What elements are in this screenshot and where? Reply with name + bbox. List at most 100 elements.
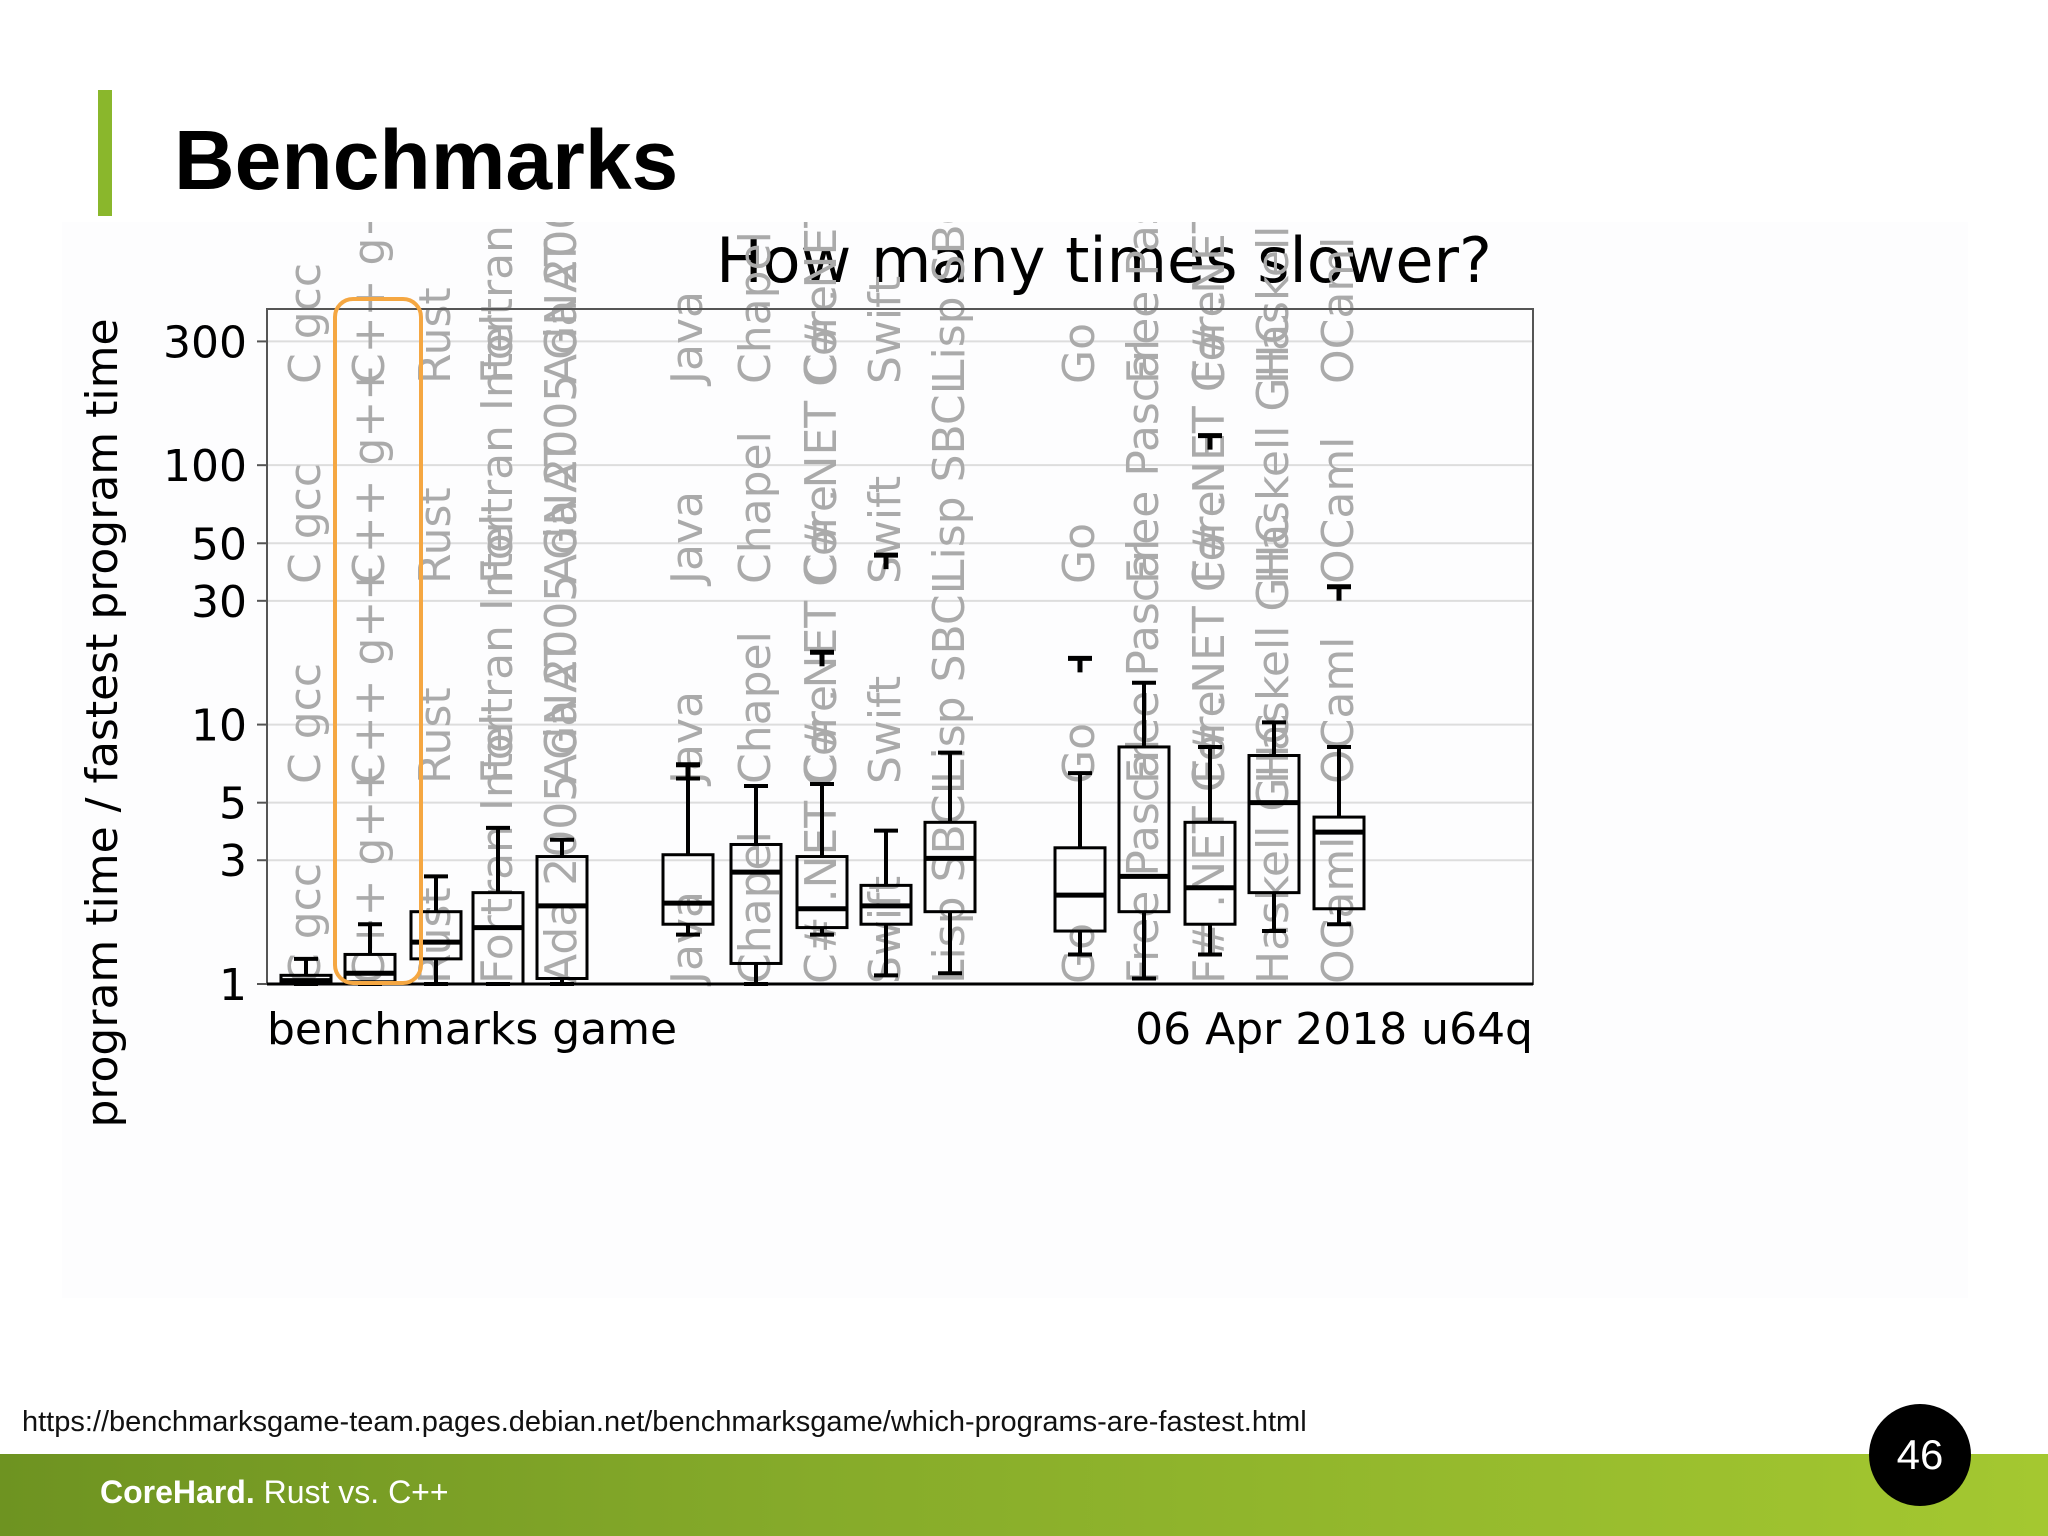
iqr-box xyxy=(923,820,977,914)
y-tick-label: 50 xyxy=(191,519,247,570)
page-number-badge: 46 xyxy=(1869,1404,1971,1506)
group-label: Java xyxy=(662,891,713,987)
group-label: Ada 2005 GNAT xyxy=(536,222,587,384)
iqr-box xyxy=(1183,820,1237,926)
group-label: C gcc xyxy=(280,263,331,384)
group-label: Haskell GHC xyxy=(1248,314,1299,584)
group-label: Ada 2005 GNAT xyxy=(536,239,587,584)
group-label: C# .NET Core xyxy=(796,485,847,784)
group-label: Java xyxy=(662,291,713,387)
footer-brand: CoreHard. xyxy=(100,1474,255,1510)
iqr-box xyxy=(1312,815,1366,911)
box-java xyxy=(661,762,715,937)
iqr-box xyxy=(1053,846,1107,933)
iqr-box xyxy=(1117,745,1171,914)
iqr-box xyxy=(409,910,463,961)
group-label: Haskell GHC xyxy=(1248,714,1299,984)
boxes xyxy=(279,433,1366,986)
title-accent-bar xyxy=(98,90,112,216)
group-label: OCaml xyxy=(1313,437,1364,584)
group-label: Fortran Intel xyxy=(472,314,523,584)
label-column: GoGoGoGo xyxy=(1054,323,1105,984)
y-tick-label: 300 xyxy=(163,317,247,368)
group-label: C gcc xyxy=(280,463,331,584)
group-label: Chapel xyxy=(730,831,781,984)
y-tick-label: 5 xyxy=(219,779,247,830)
group-label: Java xyxy=(662,491,713,587)
iqr-box xyxy=(795,855,849,930)
box-haskell-ghc xyxy=(1247,720,1301,934)
box-chapel xyxy=(729,783,783,986)
y-tick-label: 30 xyxy=(191,577,247,628)
label-column: Chapel Chapel Chapel Chapel xyxy=(730,231,781,984)
group-label: Haskell GHC xyxy=(1248,222,1299,384)
group-label: C# .NET Core xyxy=(796,222,847,384)
group-label: Lisp SBCL xyxy=(924,369,975,584)
y-tick-labels: 1 3 5 10 30 50 100 300 xyxy=(163,317,247,1011)
box-c-net-core xyxy=(795,649,849,937)
group-label: Lisp SBCL xyxy=(924,569,975,784)
x-axis-label: benchmarks game xyxy=(267,1004,677,1055)
group-label: Swift xyxy=(860,276,911,384)
group-label: C# .NET Core xyxy=(796,285,847,584)
box-swift xyxy=(859,552,913,978)
group-label: Fortran Intel xyxy=(472,514,523,784)
group-label: Go xyxy=(1054,323,1105,384)
slide-title: Benchmarks xyxy=(174,113,679,207)
group-label: C gcc xyxy=(280,663,331,784)
box-plot-chart: How many times slower? program time / fa… xyxy=(77,222,1534,1128)
group-label: Rust xyxy=(410,687,461,784)
y-axis-label: program time / fastest program time xyxy=(77,318,128,1127)
group-label: Swift xyxy=(860,676,911,784)
box-free-pascal xyxy=(1117,680,1171,981)
group-label: Lisp SBCL xyxy=(924,222,975,384)
group-label: Ada 2005 GNAT xyxy=(536,639,587,984)
group-label: Chapel xyxy=(730,231,781,384)
group-label: OCaml xyxy=(1313,237,1364,384)
iqr-box xyxy=(1247,754,1301,895)
y-tick-label: 10 xyxy=(191,701,247,752)
label-column: C++ g++C++ g++C++ g++C++ g++ xyxy=(344,222,395,984)
chart-title: How many times slower? xyxy=(716,224,1492,297)
box-ocaml xyxy=(1312,584,1366,927)
group-label: Fortran Intel xyxy=(472,222,523,384)
group-label: F# .NET Core xyxy=(1184,222,1235,384)
chart-date-caption: 06 Apr 2018 u64q xyxy=(1135,1004,1533,1055)
group-label: Rust xyxy=(410,287,461,384)
y-tick-label: 1 xyxy=(219,960,247,1011)
box-lisp-sbcl xyxy=(923,750,977,976)
iqr-box xyxy=(535,855,589,981)
footer-subtitle: Rust vs. C++ xyxy=(263,1474,449,1510)
gridlines xyxy=(257,340,1533,985)
iqr-box xyxy=(729,842,783,965)
group-label: Go xyxy=(1054,523,1105,584)
group-label: Free Pascal xyxy=(1118,222,1169,384)
group-label: C++ g++ xyxy=(344,222,395,384)
group-label: Chapel xyxy=(730,431,781,584)
footer-text: CoreHard. Rust vs. C++ xyxy=(100,1474,449,1511)
chart-panel: How many times slower? program time / fa… xyxy=(62,222,1968,1298)
footer-bar: CoreHard. Rust vs. C++ xyxy=(0,1454,2048,1536)
group-label: F# .NET Core xyxy=(1184,490,1235,784)
source-url: https://benchmarksgame-team.pages.debian… xyxy=(22,1406,1307,1438)
group-label: C++ g++ xyxy=(344,364,395,584)
y-tick-label: 3 xyxy=(219,836,247,887)
group-label: C++ g++ xyxy=(344,564,395,784)
group-label: Free Pascal xyxy=(1118,339,1169,584)
group-label: Rust xyxy=(410,487,461,584)
group-label: Ada 2005 GNAT xyxy=(536,439,587,784)
box-go xyxy=(1053,655,1107,957)
rust-highlight-box xyxy=(333,297,423,985)
